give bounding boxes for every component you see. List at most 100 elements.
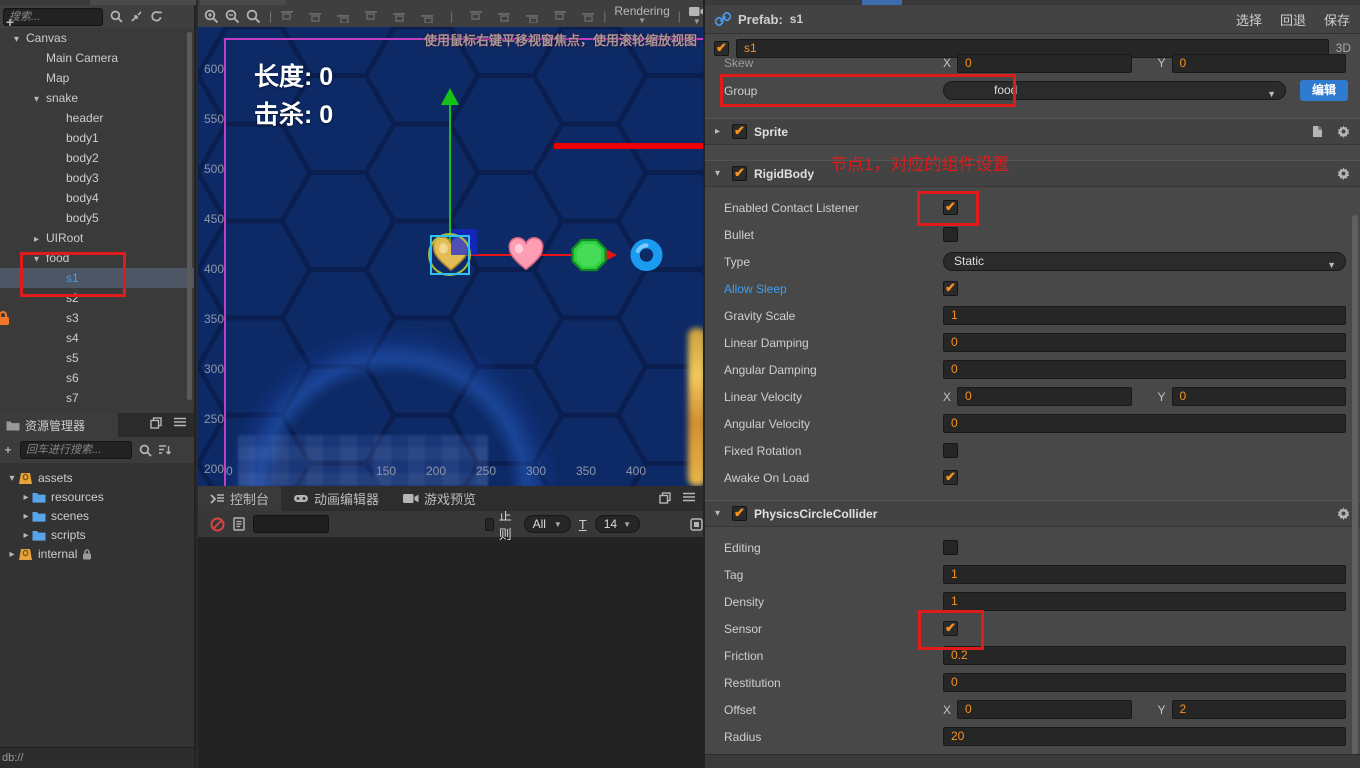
group-dropdown[interactable]: food ▼ [943, 81, 1286, 100]
sprite-food-blue-donut[interactable] [630, 239, 663, 271]
section-expanded-arrow-icon[interactable]: ▾ [715, 508, 721, 519]
search-icon[interactable] [139, 444, 152, 457]
asset-node-assets[interactable]: ▾ assets [0, 469, 194, 488]
hierarchy-tab-fragment[interactable] [90, 0, 196, 5]
tree-node-uiroot[interactable]: ▸ UIRoot [0, 228, 194, 248]
tree-node-s6[interactable]: s6 [0, 368, 194, 388]
angular-velocity-input[interactable]: 0 [943, 414, 1346, 433]
component-enabled-checkbox[interactable]: ✔ [732, 165, 747, 181]
tree-down-arrow-icon[interactable]: ▾ [9, 473, 15, 484]
tree-right-arrow-icon[interactable]: ▸ [34, 234, 40, 245]
tab-动画编辑器[interactable]: 动画编辑器 [281, 486, 391, 511]
help-doc-icon[interactable] [1312, 125, 1323, 138]
add-node-button[interactable]: + [5, 14, 15, 30]
panel-menu-icon[interactable] [174, 417, 186, 429]
align-bottom-icon[interactable] [420, 10, 434, 23]
zoom-in-icon[interactable] [204, 9, 219, 24]
tree-node-s1[interactable]: s1 [0, 268, 194, 288]
tree-right-arrow-icon[interactable]: ▸ [23, 511, 29, 522]
prefab-保存-button[interactable]: 保存 [1323, 12, 1350, 28]
tree-right-arrow-icon[interactable]: ▸ [23, 492, 29, 503]
tree-down-arrow-icon[interactable]: ▾ [34, 94, 40, 105]
component-enabled-checkbox[interactable]: ✔ [732, 505, 747, 521]
friction-input[interactable]: 0.2 [943, 646, 1346, 665]
asset-node-internal[interactable]: ▸ internal [0, 545, 194, 564]
tree-node-s5[interactable]: s5 [0, 348, 194, 368]
offset-y-input[interactable]: 2 [1171, 700, 1346, 719]
angular-damping-input[interactable]: 0 [943, 360, 1346, 379]
panel-menu-icon[interactable] [683, 492, 695, 504]
clear-console-icon[interactable] [210, 517, 225, 532]
align-right-icon[interactable] [336, 10, 350, 23]
bullet-checkbox[interactable] [943, 227, 958, 242]
group-edit-button[interactable]: 编辑 [1299, 80, 1348, 101]
align-center-h-icon[interactable] [308, 10, 322, 23]
enabled-contact-listener-checkbox[interactable]: ✔ [917, 191, 979, 226]
hierarchy-scrollbar[interactable] [187, 32, 192, 400]
skew-x-input[interactable]: 0 [957, 53, 1132, 73]
gizmo-y-axis-line[interactable] [449, 105, 451, 255]
section-expanded-arrow-icon[interactable]: ▾ [715, 168, 721, 179]
tree-node-s2[interactable]: s2 [0, 288, 194, 308]
mode-3d-toggle[interactable]: 3D [1335, 41, 1351, 55]
prefab-回退-button[interactable]: 回退 [1279, 12, 1306, 28]
component-enabled-checkbox[interactable]: ✔ [732, 123, 747, 139]
size-match-w-icon[interactable] [553, 10, 567, 23]
zoom-out-icon[interactable] [225, 9, 240, 24]
editing-checkbox[interactable] [943, 540, 958, 555]
tree-right-arrow-icon[interactable]: ▸ [9, 549, 15, 560]
asset-node-resources[interactable]: ▸ resources [0, 488, 194, 507]
scene-viewport[interactable]: 使用鼠标右键平移视窗焦点，使用滚轮缩放视图 长度: 0 击杀: 0 600 550… [198, 27, 703, 486]
locate-node-icon[interactable] [130, 10, 143, 23]
distribute-v-icon[interactable] [497, 10, 511, 23]
distribute-h-icon[interactable] [469, 10, 483, 23]
tree-down-arrow-icon[interactable]: ▾ [34, 254, 40, 265]
tree-node-map[interactable]: Map [0, 68, 194, 88]
prefab-选择-button[interactable]: 选择 [1235, 12, 1262, 28]
asset-node-scenes[interactable]: ▸ scenes [0, 507, 194, 526]
tree-node-body4[interactable]: body4 [0, 188, 194, 208]
tab-assets[interactable]: 资源管理器 [0, 413, 118, 437]
awake-on-load-checkbox[interactable]: ✔ [943, 469, 958, 485]
tree-down-arrow-icon[interactable]: ▾ [14, 34, 20, 45]
fixed-rotation-checkbox[interactable] [943, 443, 958, 458]
popout-panel-icon[interactable] [150, 417, 162, 429]
console-content[interactable] [198, 537, 703, 768]
tree-node-snake[interactable]: ▾ snake [0, 88, 194, 108]
type-dropdown[interactable]: Static ▼ [943, 252, 1346, 271]
rendering-dropdown[interactable]: Rendering ▼ [614, 5, 669, 26]
tree-node-body2[interactable]: body2 [0, 148, 194, 168]
sprite-food-pink-heart[interactable] [507, 237, 545, 273]
linear-damping-input[interactable]: 0 [943, 333, 1346, 352]
sprite-food-green-gem[interactable] [571, 238, 607, 272]
font-size-dropdown[interactable]: 14 ▼ [594, 515, 640, 533]
size-match-h-icon[interactable] [581, 10, 595, 23]
zoom-reset-icon[interactable] [246, 9, 261, 24]
align-left-icon[interactable] [280, 10, 294, 23]
font-size-icon[interactable]: T [578, 516, 587, 532]
density-input[interactable]: 1 [943, 592, 1346, 611]
restitution-input[interactable]: 0 [943, 673, 1346, 692]
gravity-scale-input[interactable]: 1 [943, 306, 1346, 325]
radius-input[interactable]: 20 [943, 727, 1346, 746]
tree-node-food[interactable]: ▾ food [0, 248, 194, 268]
assets-search-input[interactable]: 回车进行搜索... [20, 441, 132, 459]
log-level-dropdown[interactable]: All ▼ [523, 515, 571, 533]
allow-sleep-checkbox[interactable]: ✔ [943, 280, 958, 296]
refresh-icon[interactable] [150, 10, 163, 23]
align-middle-icon[interactable] [392, 10, 406, 23]
offset-x-input[interactable]: 0 [957, 700, 1132, 719]
tree-node-canvas[interactable]: ▾ Canvas [0, 28, 194, 48]
skew-y-input[interactable]: 0 [1171, 53, 1346, 73]
tree-node-s3[interactable]: s3 [0, 308, 194, 328]
log-file-icon[interactable] [233, 517, 245, 531]
popout-panel-icon[interactable] [659, 492, 671, 504]
regex-checkbox[interactable] [484, 517, 494, 531]
section-header-physicscirclecollider[interactable]: ▾ ✔ PhysicsCircleCollider [705, 500, 1360, 527]
sort-icon[interactable] [158, 444, 171, 456]
tree-right-arrow-icon[interactable]: ▸ [23, 530, 29, 541]
gizmo-y-axis-arrow[interactable] [441, 88, 459, 105]
tree-node-body1[interactable]: body1 [0, 128, 194, 148]
collapse-logs-icon[interactable] [690, 517, 703, 531]
inspector-scrollbar[interactable] [1352, 215, 1358, 760]
